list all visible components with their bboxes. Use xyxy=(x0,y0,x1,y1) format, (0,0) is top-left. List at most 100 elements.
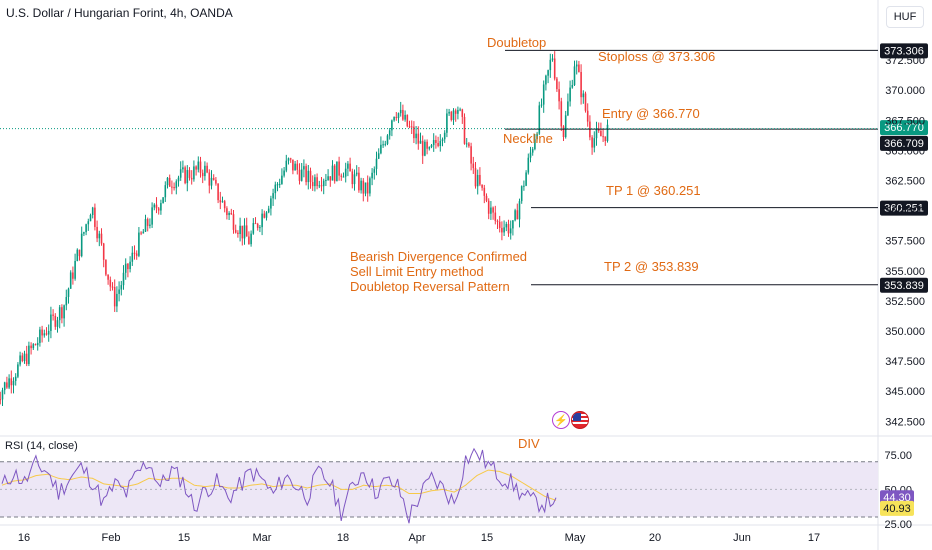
candle-body xyxy=(446,113,448,133)
candle-body xyxy=(261,213,263,228)
candle-body xyxy=(369,178,371,194)
candle-body xyxy=(23,353,26,361)
candle-body xyxy=(580,72,582,98)
candle-body xyxy=(545,75,547,85)
candle-body xyxy=(461,109,464,117)
candle-body xyxy=(267,208,270,213)
candle-body xyxy=(496,220,499,222)
candle-body xyxy=(50,314,52,331)
candle-body xyxy=(331,165,334,181)
candle-body xyxy=(303,166,305,170)
candle-body xyxy=(102,243,105,260)
candle-body xyxy=(278,183,281,185)
candle-body xyxy=(498,221,501,228)
candle-body xyxy=(263,213,266,218)
candle-body xyxy=(349,163,351,172)
candle-body xyxy=(69,272,72,289)
candle-body xyxy=(96,226,98,239)
candle-body xyxy=(463,116,466,144)
candle-body xyxy=(36,342,39,346)
candle-body xyxy=(230,212,233,215)
candle-body xyxy=(593,138,596,148)
candle-body xyxy=(494,212,497,221)
candle-body xyxy=(419,140,422,144)
note-line: Sell Limit Entry method xyxy=(350,264,484,279)
candle-body xyxy=(382,144,384,146)
candle-body xyxy=(241,225,244,239)
rsi-y-tick: 25.00 xyxy=(884,519,912,531)
candle-body xyxy=(571,85,574,88)
candle-body xyxy=(476,174,479,187)
candle-body xyxy=(116,293,118,307)
candle-body xyxy=(135,253,138,256)
candle-body xyxy=(404,114,406,120)
price-label: 353.839 xyxy=(884,280,924,292)
candle-body xyxy=(173,187,175,189)
candle-body xyxy=(474,168,477,187)
candle-body xyxy=(10,378,13,386)
candle-body xyxy=(505,223,508,228)
candle-body xyxy=(538,105,541,134)
candle-body xyxy=(547,70,549,76)
candle-body xyxy=(289,158,292,160)
candle-body xyxy=(540,104,543,106)
candle-body xyxy=(292,159,294,171)
y-tick-label: 345.000 xyxy=(885,386,925,398)
candle-body xyxy=(105,259,107,275)
x-tick-label: 15 xyxy=(178,532,190,544)
candle-body xyxy=(586,110,589,122)
us-flag-icon[interactable] xyxy=(571,411,589,429)
candle-body xyxy=(527,157,530,173)
candle-body xyxy=(52,314,54,316)
y-tick-label: 350.000 xyxy=(885,326,925,338)
candle-body xyxy=(353,174,356,185)
candle-body xyxy=(296,163,299,170)
note-line: Doubletop Reversal Pattern xyxy=(350,279,510,294)
candle-body xyxy=(259,227,261,229)
candle-body xyxy=(573,66,576,86)
candle-body xyxy=(342,176,345,178)
candle-body xyxy=(28,345,30,365)
candle-body xyxy=(432,140,435,146)
candle-body xyxy=(89,215,92,222)
candle-body xyxy=(320,185,323,187)
x-tick-label: Mar xyxy=(253,532,272,544)
candle-body xyxy=(25,353,28,365)
y-tick-label: 347.500 xyxy=(885,356,925,368)
candle-body xyxy=(595,128,598,139)
candle-body xyxy=(118,289,120,294)
candle-body xyxy=(428,147,431,149)
candle-body xyxy=(193,166,195,180)
candle-body xyxy=(454,110,457,114)
candle-body xyxy=(276,184,279,186)
candle-body xyxy=(364,182,367,194)
candle-body xyxy=(219,200,222,203)
candle-body xyxy=(94,207,96,227)
rsi-value-label: 40.93 xyxy=(883,503,911,515)
candle-body xyxy=(281,175,283,184)
candle-body xyxy=(602,136,604,138)
candle-body xyxy=(371,172,373,179)
currency-button[interactable]: HUF xyxy=(886,6,924,28)
candle-body xyxy=(111,286,114,288)
candle-body xyxy=(584,93,587,111)
candle-body xyxy=(481,184,483,188)
candle-body xyxy=(333,165,336,182)
stoploss-annotation: Stoploss @ 373.306 xyxy=(598,49,716,64)
candle-body xyxy=(265,212,268,218)
candle-body xyxy=(606,124,609,142)
candle-body xyxy=(199,161,202,173)
y-tick-label: 362.500 xyxy=(885,176,925,188)
candle-body xyxy=(380,144,382,154)
candle-body xyxy=(171,186,173,188)
candle-body xyxy=(212,177,215,180)
candle-body xyxy=(373,168,376,173)
candle-body xyxy=(45,333,48,335)
lightning-icon[interactable]: ⚡ xyxy=(552,411,570,429)
candle-body xyxy=(83,232,85,234)
chart-title: U.S. Dollar / Hungarian Forint, 4h, OAND… xyxy=(6,6,233,20)
candle-body xyxy=(391,120,393,131)
x-tick-label: 16 xyxy=(18,532,30,544)
candle-body xyxy=(63,305,65,319)
